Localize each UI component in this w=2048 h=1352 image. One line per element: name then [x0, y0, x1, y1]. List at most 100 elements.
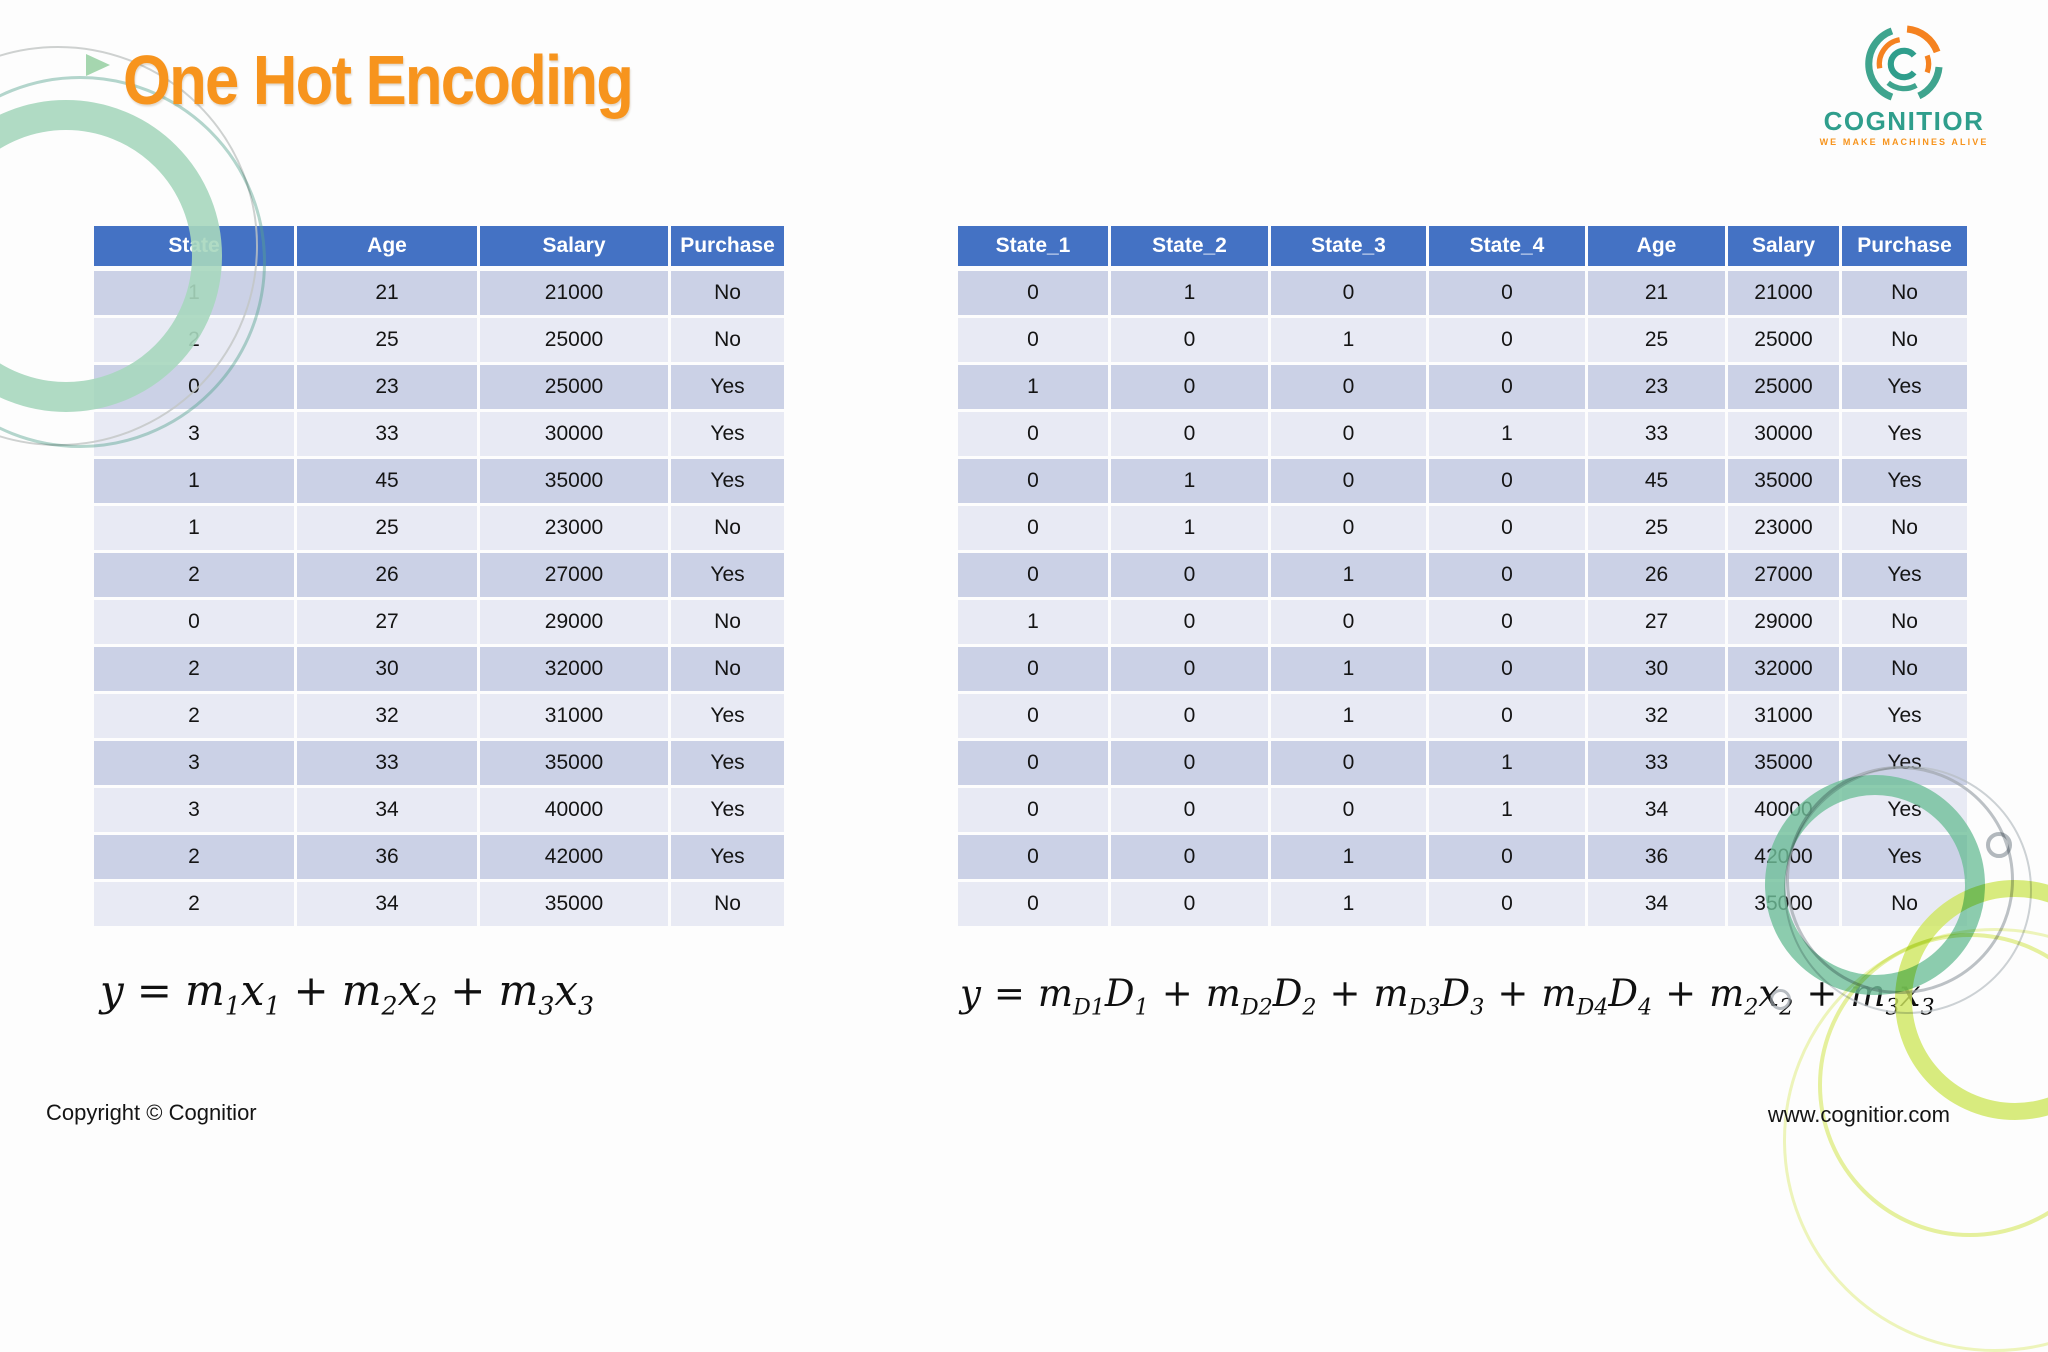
column-header: State_3 [1271, 226, 1426, 268]
table-cell: 0 [1429, 506, 1585, 550]
table-cell: 26 [1588, 553, 1725, 597]
table-cell: 0 [1271, 506, 1426, 550]
table-cell: 27 [297, 600, 477, 644]
table-cell: 31000 [1728, 694, 1839, 738]
variable: mD1 [1037, 972, 1105, 1021]
table-cell: 0 [1429, 553, 1585, 597]
operator: + [1161, 972, 1193, 1015]
table-cell: 35000 [480, 882, 668, 926]
table-cell: 29000 [1728, 600, 1839, 644]
table-row: 0 1 0 0 45 35000 Yes [958, 459, 1967, 503]
brand-name: COGNITIOR [1823, 106, 1985, 136]
subscript: 2 [1779, 994, 1794, 1021]
table-cell: No [1842, 882, 1967, 926]
column-header: State_4 [1429, 226, 1585, 268]
table-cell: 35000 [1728, 741, 1839, 785]
table-cell: 0 [958, 318, 1108, 362]
table-cell: No [671, 647, 784, 691]
variable: m3 [1850, 972, 1900, 1021]
subscript: 3 [578, 991, 595, 1021]
variable: D3 [1440, 972, 1485, 1021]
variable: x2 [397, 966, 438, 1021]
table-cell: 34 [1588, 882, 1725, 926]
table-cell: 42000 [480, 835, 668, 879]
table-cell: No [1842, 318, 1967, 362]
table-cell: 30000 [480, 412, 668, 456]
table-cell: 0 [1429, 459, 1585, 503]
header-row: State_1 State_2 State_3 State_4 Age Salary Pur… [958, 226, 1967, 268]
subscript: 1 [264, 991, 281, 1021]
table-cell: 1 [958, 365, 1108, 409]
table-row: 1 0 0 0 27 29000 No [958, 600, 1967, 644]
subscript: 1 [1134, 994, 1149, 1021]
table-cell: 0 [1429, 318, 1585, 362]
table-cell: Yes [671, 365, 784, 409]
variable: x3 [1899, 972, 1935, 1021]
table-cell: 0 [1111, 835, 1268, 879]
table-cell: 0 [958, 553, 1108, 597]
subscript: 2 [1744, 994, 1759, 1021]
table-cell: No [1842, 271, 1967, 315]
table-cell: 0 [1429, 694, 1585, 738]
variable: x3 [554, 966, 595, 1021]
table-cell: Yes [671, 553, 784, 597]
copyright-text: Copyright © Cognitior [46, 1100, 257, 1125]
table-row: 3 34 40000 Yes [94, 788, 784, 832]
table-cell: 0 [94, 600, 294, 644]
subscript: D4 [1576, 994, 1609, 1021]
table-cell: 0 [958, 647, 1108, 691]
table-cell: 33 [1588, 741, 1725, 785]
table-cell: 40000 [1728, 788, 1839, 832]
table-cell: 36 [1588, 835, 1725, 879]
operator: + [1497, 972, 1529, 1015]
formula-encoded: y = mD1D1 + mD2D2 + mD3D3 + mD4D4 + m2x2 + m3x3 [960, 972, 1935, 1021]
table-row: 2 34 35000 No [94, 882, 784, 926]
page-title: One Hot Encoding [123, 41, 634, 119]
table-row: 2 32 31000 Yes [94, 694, 784, 738]
table-cell: 0 [1271, 271, 1426, 315]
table-cell: 30 [297, 647, 477, 691]
variable: m2 [341, 966, 398, 1021]
table-cell: 1 [1271, 882, 1426, 926]
table-row: 2 26 27000 Yes [94, 553, 784, 597]
table-cell: 0 [1429, 835, 1585, 879]
table-cell: 0 [958, 882, 1108, 926]
table-row: 0 23 25000 Yes [94, 365, 784, 409]
column-header: State [94, 226, 294, 268]
table-cell: No [1842, 600, 1967, 644]
table-cell: 29000 [480, 600, 668, 644]
table-cell: 0 [1111, 882, 1268, 926]
variable: m1 [184, 966, 241, 1021]
subscript: D1 [1073, 994, 1105, 1021]
website-text: www.cognitior.com [1767, 1102, 1950, 1127]
table-row: 1 21 21000 No [94, 271, 784, 315]
table-row: 0 0 1 0 25 25000 No [958, 318, 1967, 362]
table-cell: No [671, 318, 784, 362]
table-cell: 35000 [480, 741, 668, 785]
table-cell: 0 [1111, 553, 1268, 597]
column-header: Salary [480, 226, 668, 268]
table-cell: No [1842, 647, 1967, 691]
operator: = [993, 972, 1025, 1015]
table-cell: 2 [94, 553, 294, 597]
table-cell: 0 [958, 835, 1108, 879]
column-header: Age [297, 226, 477, 268]
column-header: Salary [1728, 226, 1839, 268]
table-cell: 0 [1111, 647, 1268, 691]
subscript: D3 [1408, 994, 1441, 1021]
table-cell: 1 [1271, 835, 1426, 879]
data-table: State Age Salary Purchase 1 21 21000 No 2 25 25000… [91, 223, 787, 929]
table-cell: 1 [1271, 318, 1426, 362]
variable: mD2 [1205, 972, 1273, 1021]
table-cell: 33 [297, 741, 477, 785]
table-cell: 0 [1111, 694, 1268, 738]
table-cell: 1 [1429, 741, 1585, 785]
table-cell: 0 [1111, 600, 1268, 644]
table-cell: 0 [1429, 271, 1585, 315]
data-table: State_1 State_2 State_3 State_4 Age Salary Pur… [955, 223, 1970, 929]
table-row: 2 36 42000 Yes [94, 835, 784, 879]
table-cell: 34 [297, 788, 477, 832]
subscript: 3 [1885, 994, 1900, 1021]
table-cell: 3 [94, 788, 294, 832]
table-cell: 1 [1111, 459, 1268, 503]
